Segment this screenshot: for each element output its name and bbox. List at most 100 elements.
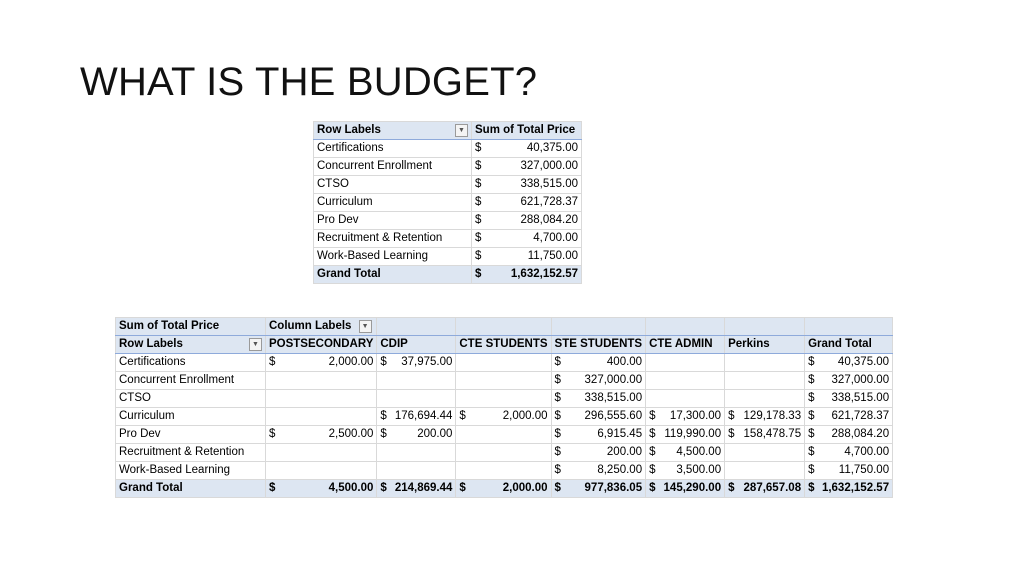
table-row: Recruitment & Retention $200.00 $4,500.00 $… [115, 443, 894, 462]
detail-header-blank [645, 317, 726, 336]
total-cell: $977,836.05 [550, 479, 647, 498]
currency-symbol: $ [554, 410, 561, 422]
value-cell: $11,750.00 [471, 247, 582, 266]
filter-dropdown-icon[interactable]: ▼ [249, 338, 262, 351]
value-cell [455, 425, 552, 444]
filter-dropdown-icon[interactable]: ▼ [358, 320, 372, 334]
detail-column-labels-header: Column Labels ▼ [264, 317, 378, 336]
value-cell: $4,700.00 [471, 229, 582, 248]
amount: 288,084.20 [520, 214, 578, 226]
amount: 6,915.45 [597, 428, 643, 440]
value-cell: $338,515.00 [471, 175, 582, 194]
value-cell: $4,700.00 [804, 443, 894, 462]
currency-symbol: $ [808, 374, 815, 386]
currency-symbol: $ [649, 428, 656, 440]
summary-total-row: Grand Total $ 1,632,152.57 [313, 265, 582, 284]
value-cell: $621,728.37 [804, 407, 894, 426]
row-label: CTSO [115, 389, 266, 408]
amount: 17,300.00 [669, 410, 722, 422]
value-cell [455, 443, 552, 462]
currency-symbol: $ [459, 482, 466, 494]
amount: 400.00 [606, 356, 643, 368]
row-label: Concurrent Enrollment [313, 157, 472, 176]
currency-symbol: $ [554, 464, 561, 476]
value-cell [264, 443, 378, 462]
value-cell: $327,000.00 [804, 371, 894, 390]
value-cell [264, 461, 378, 480]
amount: 2,000.00 [502, 410, 548, 422]
filter-dropdown-icon[interactable]: ▼ [455, 124, 468, 137]
total-cell: $1,632,152.57 [804, 479, 894, 498]
currency-symbol: $ [475, 196, 482, 208]
row-label: CTSO [313, 175, 472, 194]
amount: 158,478.75 [743, 428, 802, 440]
currency-symbol: $ [554, 392, 561, 404]
amount: 3,500.00 [676, 464, 722, 476]
currency-symbol: $ [649, 464, 656, 476]
amount: 11,750.00 [527, 250, 578, 262]
amount: 40,375.00 [837, 356, 890, 368]
value-cell: $288,084.20 [471, 211, 582, 230]
currency-symbol: $ [808, 482, 815, 494]
summary-total-amount: 1,632,152.57 [510, 268, 578, 280]
amount: 4,500.00 [676, 446, 722, 458]
detail-header-blank [376, 317, 457, 336]
currency-symbol: $ [269, 356, 276, 368]
total-cell: $4,500.00 [264, 479, 378, 498]
value-cell [264, 371, 378, 390]
currency-symbol: $ [475, 214, 482, 226]
amount: 2,000.00 [328, 356, 374, 368]
currency-symbol: $ [380, 482, 387, 494]
amount: 37,975.00 [401, 356, 453, 368]
table-row: CTSO $338,515.00 [313, 175, 582, 194]
row-label: Curriculum [115, 407, 266, 426]
summary-total-label: Grand Total [313, 265, 472, 284]
amount: 288,084.20 [831, 428, 890, 440]
currency-symbol: $ [475, 268, 482, 280]
value-cell [376, 461, 457, 480]
amount: 4,500.00 [328, 482, 374, 494]
currency-symbol: $ [554, 356, 561, 368]
value-cell: $37,975.00 [376, 353, 457, 372]
detail-corner-label: Sum of Total Price [115, 317, 266, 336]
amount: 327,000.00 [584, 374, 643, 386]
currency-symbol: $ [728, 410, 735, 422]
value-cell: $129,178.33 [724, 407, 806, 426]
currency-symbol: $ [475, 232, 482, 244]
value-cell: $338,515.00 [550, 389, 647, 408]
value-cell: $119,990.00 [645, 425, 726, 444]
amount: 145,290.00 [663, 482, 722, 494]
total-cell: $145,290.00 [645, 479, 726, 498]
row-label: Certifications [313, 139, 472, 158]
currency-symbol: $ [475, 178, 482, 190]
value-cell [724, 389, 806, 408]
amount: 8,250.00 [597, 464, 643, 476]
table-row: Curriculum $621,728.37 [313, 193, 582, 212]
value-cell: $200.00 [550, 443, 647, 462]
detail-pivot-table: Sum of Total Price Column Labels ▼ Row L… [115, 317, 894, 498]
table-row: Certifications $40,375.00 [313, 139, 582, 158]
table-row: Certifications $2,000.00 $37,975.00 $400.00… [115, 353, 894, 372]
amount: 2,000.00 [502, 482, 548, 494]
row-label: Grand Total [115, 479, 266, 498]
value-cell: $200.00 [376, 425, 457, 444]
detail-row-labels-text: Row Labels [119, 338, 183, 350]
column-header: Grand Total [804, 335, 894, 354]
value-cell: $327,000.00 [471, 157, 582, 176]
slide-title: WHAT IS THE BUDGET? [80, 60, 538, 104]
row-label: Curriculum [313, 193, 472, 212]
detail-row-labels-header: Row Labels ▼ [115, 335, 266, 354]
value-cell: $3,500.00 [645, 461, 726, 480]
detail-header-blank [804, 317, 894, 336]
detail-header-blank [724, 317, 806, 336]
detail-column-header-row: Row Labels ▼ POSTSECONDARY CDIP CTE STUD… [115, 335, 894, 354]
amount: 40,375.00 [526, 142, 578, 154]
amount: 4,700.00 [533, 232, 578, 244]
currency-symbol: $ [554, 482, 561, 494]
summary-header-row: Row Labels ▼ Sum of Total Price [313, 121, 582, 140]
table-row: Recruitment & Retention $4,700.00 [313, 229, 582, 248]
amount: 1,632,152.57 [821, 482, 890, 494]
amount: 327,000.00 [520, 160, 578, 172]
amount: 338,515.00 [520, 178, 578, 190]
total-cell: $214,869.44 [376, 479, 457, 498]
